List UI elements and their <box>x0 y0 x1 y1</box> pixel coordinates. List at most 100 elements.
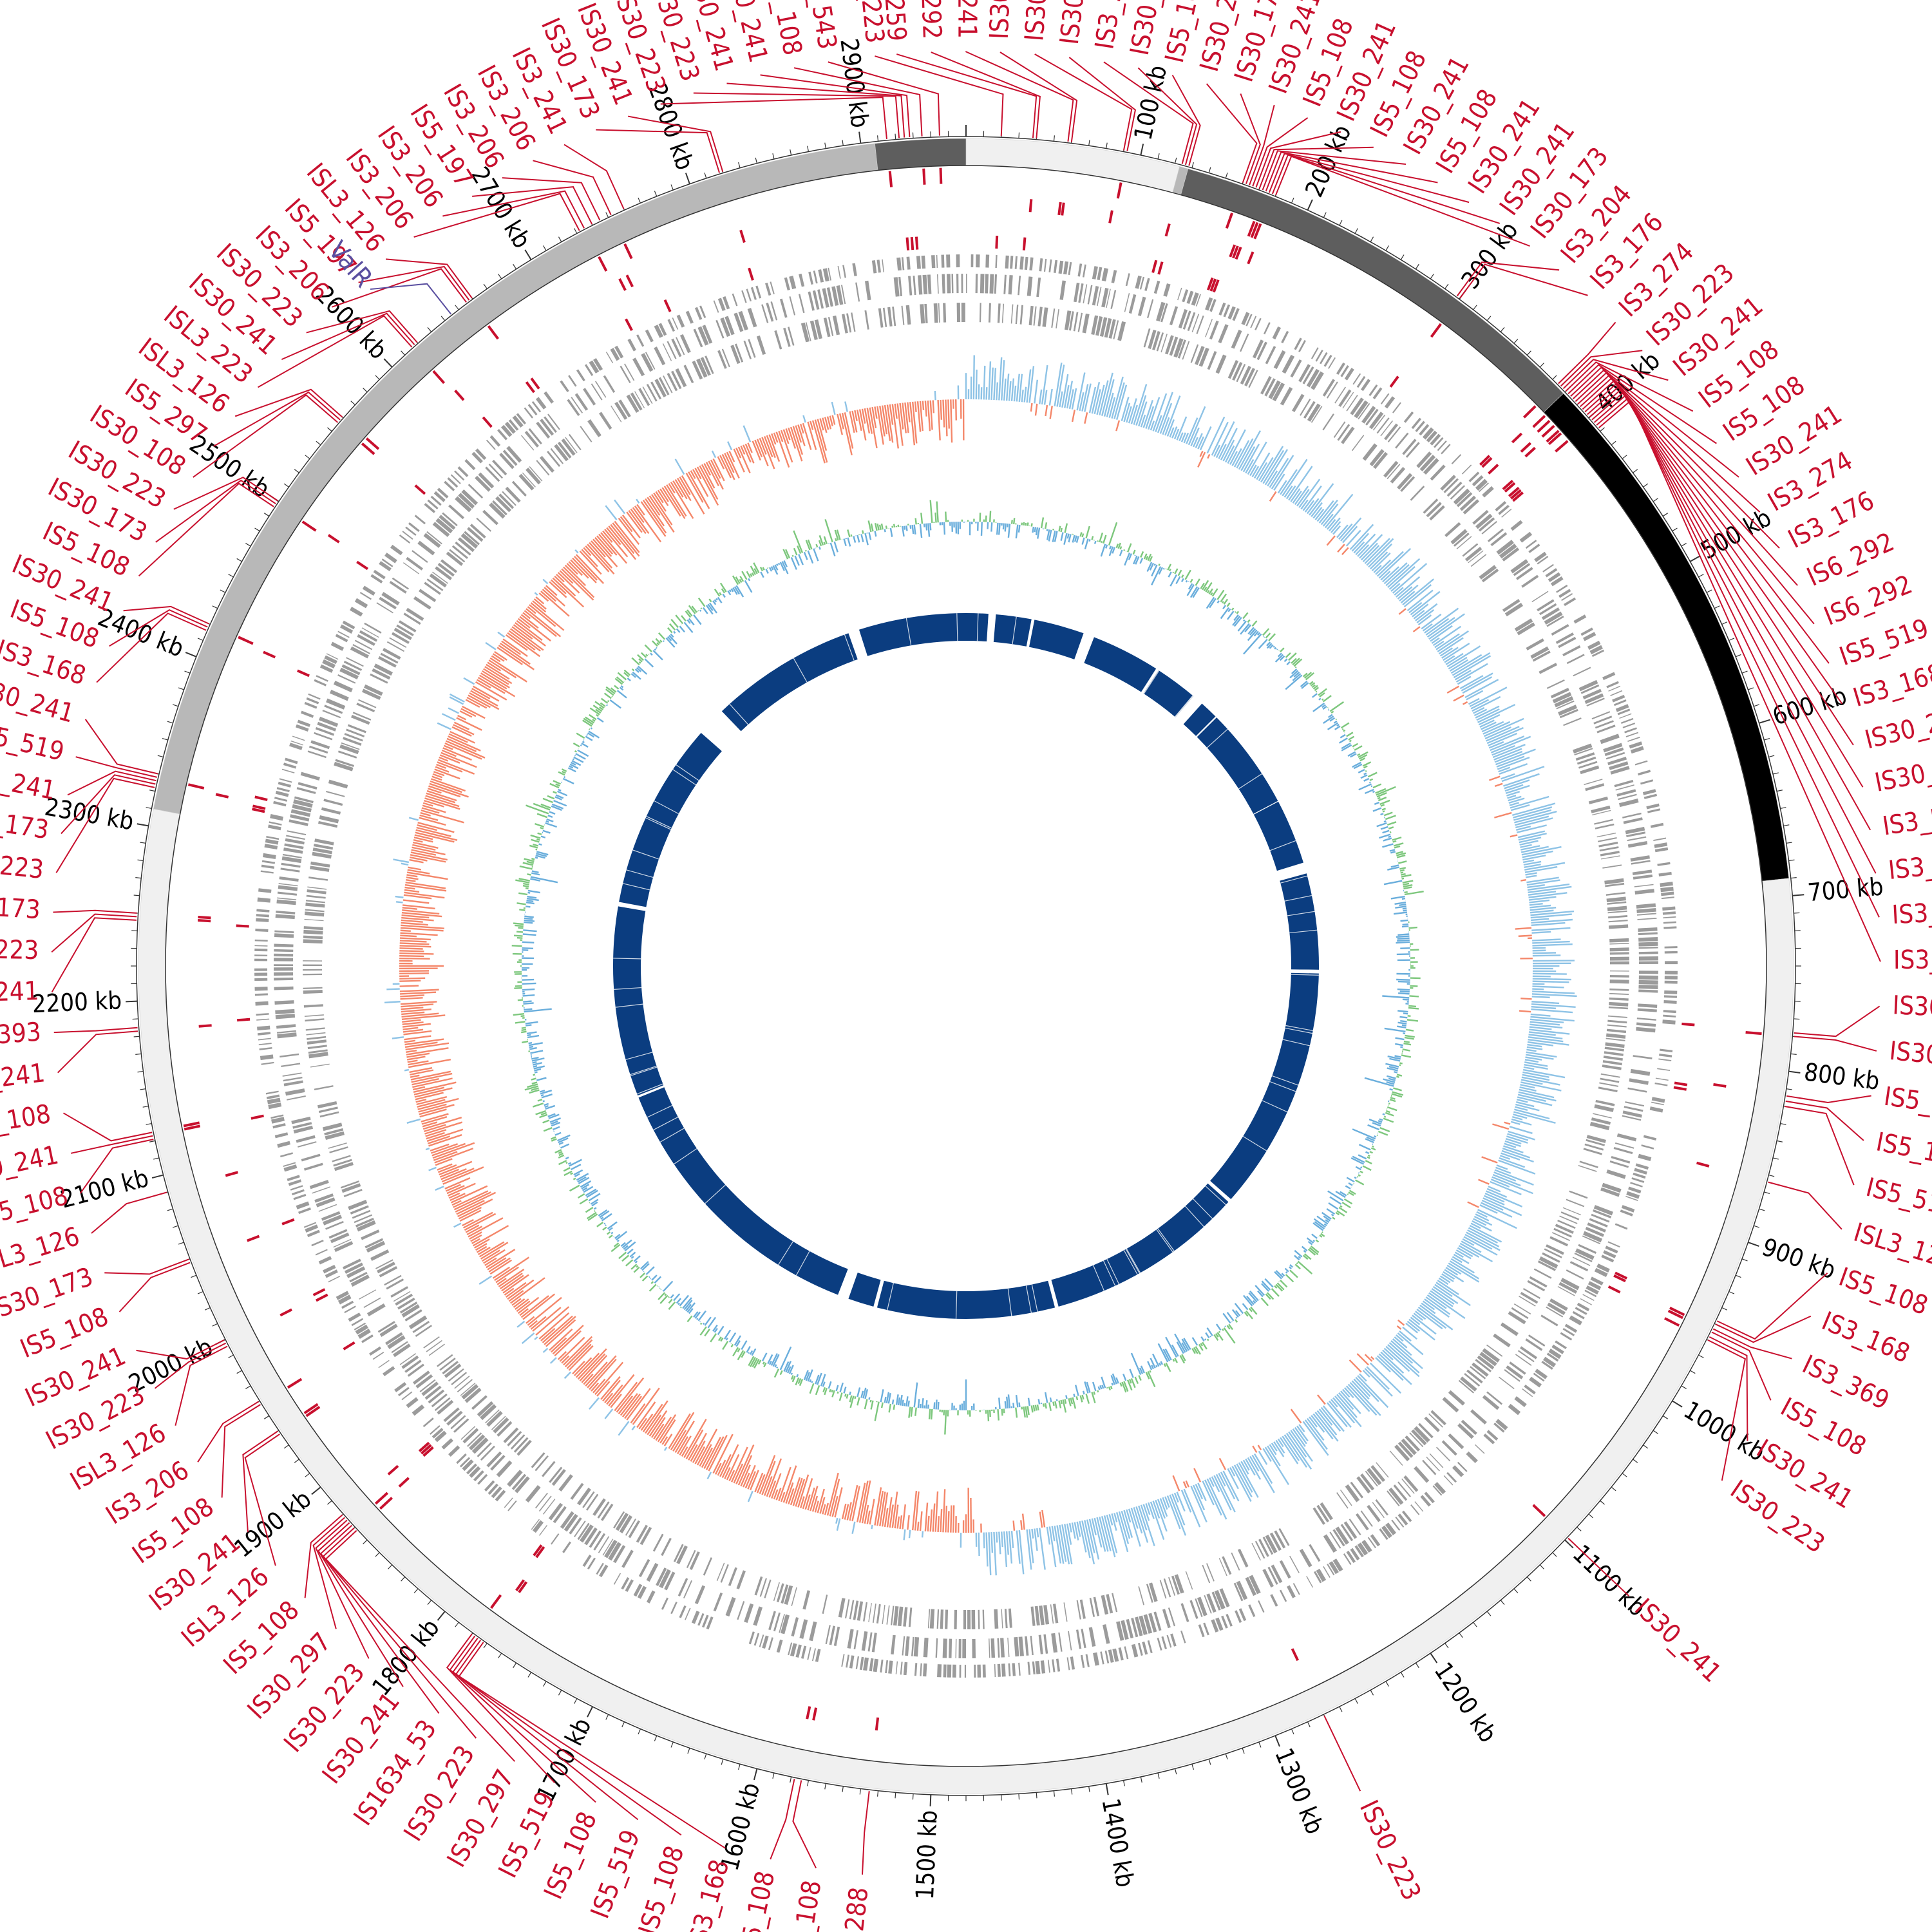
gc-content-bar <box>530 878 540 882</box>
gc-skew-bar <box>1530 1013 1551 1017</box>
gc-content-bar <box>885 526 887 529</box>
gene-feature <box>1525 540 1537 549</box>
gc-content-bar <box>551 1136 556 1140</box>
gene-feature <box>1651 1097 1665 1103</box>
gc-skew-bar <box>857 410 862 431</box>
gene-feature <box>531 1452 545 1468</box>
gc-content-bar <box>734 586 740 595</box>
gene-feature <box>539 455 554 473</box>
gc-skew-bar <box>591 540 606 558</box>
gc-skew-bar <box>1387 1343 1420 1374</box>
gene-feature <box>1327 1564 1335 1576</box>
gene-feature <box>1104 318 1112 338</box>
gene-feature <box>765 282 772 296</box>
is-element-mark <box>1247 251 1255 265</box>
gc-content-bar <box>753 562 760 574</box>
gc-content-bar <box>615 1231 628 1241</box>
gene-feature <box>1414 1466 1430 1483</box>
gene-feature <box>1221 1615 1228 1629</box>
gene-feature <box>485 466 500 482</box>
gene-feature <box>532 1520 544 1533</box>
gc-skew-bar <box>434 768 460 780</box>
gene-feature <box>1306 1576 1314 1588</box>
gene-feature <box>1546 679 1565 689</box>
gene-feature <box>1250 316 1257 328</box>
gene-feature <box>1204 1595 1212 1614</box>
gc-skew-bar <box>1081 1520 1091 1558</box>
gene-feature <box>1226 1613 1233 1627</box>
gene-feature <box>1499 1376 1515 1390</box>
gene-feature <box>312 848 333 855</box>
is-element-mark <box>1479 455 1491 466</box>
gc-skew-bar <box>441 749 457 757</box>
gene-feature <box>276 1030 296 1034</box>
gc-content-bar <box>1208 588 1213 595</box>
gc-skew-bar <box>1531 1001 1560 1005</box>
gc-content-bar <box>563 1167 571 1172</box>
gene-feature <box>1609 1001 1629 1007</box>
gc-content-bar <box>737 1350 744 1361</box>
gc-content-bar <box>1222 605 1227 610</box>
tick-mark <box>191 1274 197 1278</box>
gc-content-bar <box>1106 1387 1108 1389</box>
gc-content-bar <box>1379 799 1390 805</box>
gc-content-bar <box>524 1085 539 1091</box>
gc-content-bar <box>1336 724 1340 727</box>
gc-content-bar <box>779 1370 783 1376</box>
gene-feature <box>1618 793 1637 800</box>
gene-feature <box>592 1498 606 1516</box>
gc-skew-bar <box>406 874 418 878</box>
gene-feature <box>423 533 441 548</box>
gene-feature <box>495 496 512 513</box>
is-element-mark <box>1524 446 1536 458</box>
gc-content-bar <box>1396 935 1410 938</box>
gene-feature <box>304 1014 324 1018</box>
gc-skew-bar <box>1121 1510 1131 1539</box>
gc-skew-bar <box>1439 647 1454 657</box>
gc-skew-bar <box>400 927 444 932</box>
gc-skew-bar <box>1417 1306 1447 1329</box>
gene-feature <box>826 287 833 307</box>
gene-feature <box>261 1061 274 1065</box>
gc-skew-bar <box>1173 1492 1179 1503</box>
gc-skew-bar <box>471 1238 480 1244</box>
gc-content-bar <box>1168 571 1172 578</box>
tick-mark <box>204 1307 211 1311</box>
gc-content-bar <box>524 921 533 924</box>
gc-skew-bar <box>790 1477 801 1506</box>
inner-ring-gap-line <box>710 722 732 742</box>
gc-content-bar <box>1283 658 1288 663</box>
gene-feature <box>1416 451 1432 468</box>
gc-skew-bar <box>1378 547 1412 579</box>
gc-content-bar <box>1228 1323 1233 1331</box>
gene-feature <box>289 819 308 826</box>
gc-content-bar <box>876 523 880 531</box>
gene-feature <box>596 1562 604 1575</box>
gc-content-bar <box>1400 947 1410 949</box>
gc-skew-bar <box>592 1378 606 1394</box>
gene-feature <box>610 348 620 361</box>
gc-content-bar <box>1086 1381 1091 1393</box>
gc-content-bar <box>1151 1365 1155 1370</box>
gc-content-bar <box>654 1276 662 1284</box>
gene-feature <box>822 288 829 308</box>
gc-skew-bar <box>807 1487 815 1511</box>
gc-content-bar <box>1240 623 1250 635</box>
gc-skew-bar <box>1532 947 1546 949</box>
gc-content-bar <box>535 857 538 859</box>
gc-content-bar <box>1378 797 1387 802</box>
gc-skew-bar <box>881 405 887 435</box>
gc-skew-bar <box>1524 1064 1548 1070</box>
gene-feature <box>1519 1296 1536 1307</box>
gene-feature <box>755 285 762 299</box>
gc-content-bar <box>1132 549 1136 555</box>
inner-ring-gap-line <box>1126 1248 1141 1273</box>
gene-feature <box>1019 305 1023 325</box>
gc-skew-bar <box>1318 1408 1333 1426</box>
inner-coverage-ring <box>612 613 1319 1319</box>
gc-content-bar <box>621 1239 632 1249</box>
inner-ring-gap-line <box>1280 875 1308 884</box>
gc-content-bar <box>927 523 931 537</box>
gc-content-bar <box>987 522 989 529</box>
gc-skew-bar <box>1416 1309 1443 1330</box>
